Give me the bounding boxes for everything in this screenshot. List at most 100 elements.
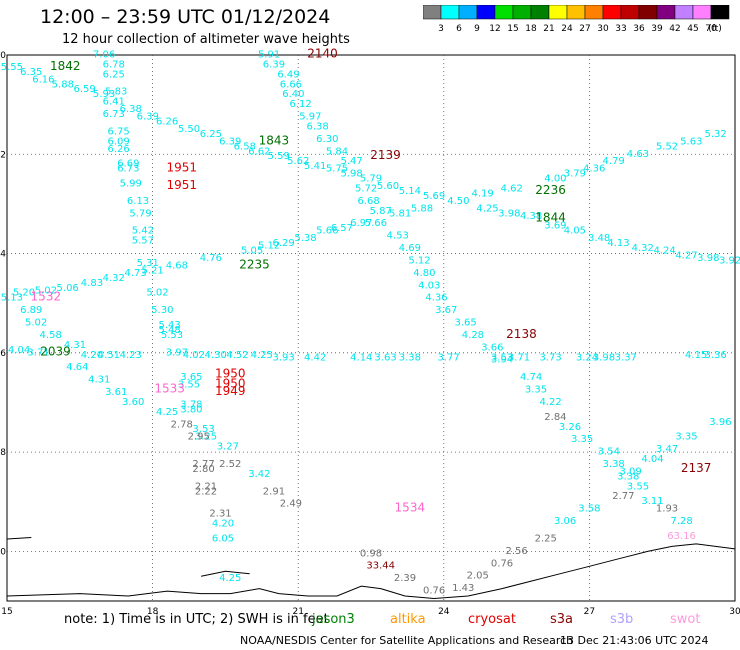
wave-height-value: 6.73	[103, 109, 125, 120]
wave-height-value: 3.35	[525, 385, 547, 396]
wave-height-value: 4.52	[226, 350, 248, 361]
wave-height-value: 6.78	[103, 59, 125, 70]
wave-height-value: 3.55	[627, 481, 649, 492]
pass-time-label: 2235	[239, 257, 270, 271]
wave-height-value: 4.25	[156, 407, 178, 418]
wave-height-value: 2.84	[544, 412, 566, 423]
wave-height-value: 4.30	[205, 350, 227, 361]
wave-height-value: 5.63	[680, 136, 702, 147]
wave-height-value: 6.25	[103, 69, 125, 80]
satellite-label-s3a: s3a	[550, 612, 574, 627]
wave-height-value: 2.80	[192, 464, 214, 475]
wave-height-value: 3.69	[544, 221, 566, 232]
wave-height-value: 4.04	[641, 454, 663, 465]
wave-height-value: 1.43	[452, 583, 474, 594]
pass-time-label: 1949	[215, 384, 246, 398]
lat-tick-label: -66	[0, 349, 6, 359]
wave-height-value: 5.52	[656, 141, 678, 152]
wave-height-value: 6.13	[127, 196, 149, 207]
colorbar-tick-24: 24	[561, 24, 573, 34]
wave-height-value: 3.48	[588, 233, 610, 244]
pass-time-label: 1844	[535, 210, 566, 224]
wave-height-value: 6.12	[289, 99, 311, 110]
wave-height-value: 3.38	[399, 352, 421, 363]
satellite-label-cryosat: cryosat	[468, 612, 516, 627]
wave-height-value: 5.21	[141, 265, 163, 276]
wave-height-value: 4.25	[476, 203, 498, 214]
wave-height-value: 2.77	[192, 459, 214, 470]
wave-height-value: 3.26	[559, 422, 581, 433]
wave-height-value: 5.41	[304, 161, 326, 172]
wave-height-value: 6.09	[107, 136, 129, 147]
wave-height-value: 4.23	[120, 350, 142, 361]
wave-height-value: 5.57	[132, 236, 154, 247]
wave-height-value: 5.62	[287, 156, 309, 167]
wave-height-value: 7.06	[93, 49, 115, 60]
wave-height-value: 5.50	[178, 124, 200, 135]
lon-tick-label: 15	[1, 607, 12, 617]
wave-height-value: 3.65	[455, 318, 477, 329]
wave-height-value: 7.28	[670, 516, 692, 527]
lon-tick-label: 27	[584, 607, 595, 617]
pass-time-label: 1950	[215, 377, 246, 391]
wave-height-value: 4.38	[520, 211, 542, 222]
colorbar-tick-33: 33	[615, 24, 626, 34]
wave-height-value: 3.58	[578, 504, 600, 515]
colorbar-tick-18: 18	[525, 24, 537, 34]
satellite-label-jason3: jason3	[312, 612, 355, 627]
wave-height-value: 5.88	[52, 79, 74, 90]
coastline-segment	[6, 537, 32, 540]
wave-height-value: 6.35	[20, 67, 42, 78]
pass-time-label: 1951	[166, 178, 197, 192]
colorbar-tick-39: 39	[651, 24, 663, 34]
pass-time-label: 2139	[370, 148, 401, 162]
wave-height-value: 5.13	[1, 293, 23, 304]
wave-height-value: 3.06	[554, 516, 576, 527]
wave-height-value: 3.54	[598, 447, 620, 458]
wave-height-value: 4.79	[603, 156, 625, 167]
wave-height-value: 4.03	[418, 280, 440, 291]
wave-height-value: 4.50	[447, 196, 469, 207]
wave-height-value: 5.84	[326, 146, 348, 157]
wave-height-value: 2.77	[612, 491, 634, 502]
wave-height-value: 3.38	[603, 459, 625, 470]
wave-height-value: 3.78	[180, 399, 202, 410]
wave-height-value: 5.06	[57, 283, 79, 294]
wave-height-value: 5.59	[268, 151, 290, 162]
wave-height-value: 2.49	[280, 499, 302, 510]
colorbar-tick-12: 12	[489, 24, 500, 34]
wave-height-value: 4.62	[501, 184, 523, 195]
colorbar-tick-21: 21	[543, 24, 554, 34]
map-title: 12:00 – 23:59 UTC 01/12/2024	[40, 6, 331, 28]
pass-time-label: 2039	[40, 344, 71, 358]
credit-line: NOAA/NESDIS Center for Satellite Applica…	[240, 634, 574, 647]
wave-height-value: 4.27	[675, 251, 697, 262]
wave-height-value: 5.72	[355, 184, 377, 195]
colorbar-tick-27: 27	[579, 24, 590, 34]
lon-tick-label: 18	[147, 607, 159, 617]
wave-height-value: 3.94	[491, 355, 513, 366]
wave-height-value: 2.25	[535, 533, 557, 544]
wave-height-value: 33.44	[366, 561, 395, 572]
wave-height-value: 6.30	[316, 134, 338, 145]
wave-height-value: 6.57	[331, 223, 353, 234]
wave-height-value: 3.38	[617, 471, 639, 482]
wave-height-value: 3.77	[438, 352, 460, 363]
wave-height-value: 3.65	[180, 372, 202, 383]
wave-height-value: 4.04	[8, 345, 30, 356]
wave-height-value: 6.75	[107, 126, 129, 137]
wave-height-value: 3.79	[564, 169, 586, 180]
wave-height-value: 5.55	[1, 62, 23, 73]
wave-height-value: 3.42	[248, 469, 270, 480]
wave-height-value: 4.28	[462, 330, 484, 341]
wave-height-value: 5.30	[151, 305, 173, 316]
pass-time-label: 2137	[681, 461, 712, 475]
wave-height-value: 3.61	[105, 387, 127, 398]
colorbar-tick-3: 3	[438, 24, 444, 34]
lat-tick-label: -62	[0, 150, 6, 160]
coastline-segment	[200, 570, 250, 577]
wave-height-value: 2.05	[467, 571, 489, 582]
wave-height-value: 5.43	[158, 320, 180, 331]
wave-height-value: 2.21	[195, 481, 217, 492]
